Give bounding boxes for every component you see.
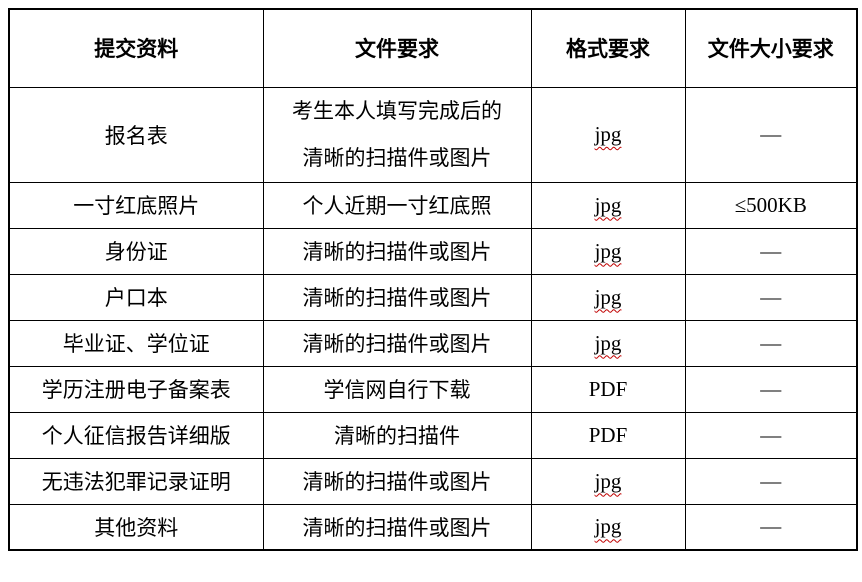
table-row: 户口本 清晰的扫描件或图片 jpg — (8, 273, 858, 321)
format-text: jpg (594, 468, 622, 493)
cell-requirement: 清晰的扫描件或图片 (262, 227, 532, 275)
cell-requirement: 个人近期一寸红底照 (262, 181, 532, 229)
cell-material: 学历注册电子备案表 (8, 365, 264, 413)
cell-material: 报名表 (8, 86, 264, 183)
format-text: jpg (594, 122, 622, 146)
table-row: 学历注册电子备案表 学信网自行下载 PDF — (8, 365, 858, 413)
cell-requirement: 清晰的扫描件 (262, 411, 532, 459)
cell-format: jpg (530, 319, 686, 367)
cell-format: jpg (530, 181, 686, 229)
format-text: PDF (588, 376, 628, 401)
cell-format: jpg (530, 86, 686, 183)
table-header: 提交资料 文件要求 格式要求 文件大小要求 (8, 8, 858, 88)
header-cell-format-requirement: 格式要求 (530, 8, 686, 88)
format-text: jpg (594, 514, 622, 539)
cell-format: jpg (530, 227, 686, 275)
format-text: PDF (588, 422, 628, 447)
table-body: 报名表 考生本人填写完成后的 清晰的扫描件或图片 jpg — 一寸红底照片 个人… (8, 86, 858, 551)
header-row: 提交资料 文件要求 格式要求 文件大小要求 (8, 8, 858, 88)
cell-requirement: 清晰的扫描件或图片 (262, 457, 532, 505)
format-text: jpg (594, 192, 622, 217)
cell-material: 一寸红底照片 (8, 181, 264, 229)
cell-size: — (684, 457, 858, 505)
table-row: 身份证 清晰的扫描件或图片 jpg — (8, 227, 858, 275)
cell-format: PDF (530, 411, 686, 459)
cell-format: jpg (530, 273, 686, 321)
requirement-text: 考生本人填写完成后的 清晰的扫描件或图片 (292, 98, 502, 170)
cell-size: — (684, 273, 858, 321)
header-cell-file-requirement: 文件要求 (262, 8, 532, 88)
cell-format: PDF (530, 365, 686, 413)
header-cell-material: 提交资料 (8, 8, 264, 88)
table-row: 报名表 考生本人填写完成后的 清晰的扫描件或图片 jpg — (8, 86, 858, 183)
cell-size: ≤500KB (684, 181, 858, 229)
format-text: jpg (594, 238, 622, 263)
cell-requirement: 清晰的扫描件或图片 (262, 273, 532, 321)
table-row: 一寸红底照片 个人近期一寸红底照 jpg ≤500KB (8, 181, 858, 229)
cell-size: — (684, 86, 858, 183)
cell-format: jpg (530, 457, 686, 505)
cell-material: 无违法犯罪记录证明 (8, 457, 264, 505)
format-text: jpg (594, 330, 622, 355)
cell-requirement: 清晰的扫描件或图片 (262, 319, 532, 367)
cell-requirement: 考生本人填写完成后的 清晰的扫描件或图片 (262, 86, 532, 183)
cell-format: jpg (530, 503, 686, 551)
cell-requirement: 清晰的扫描件或图片 (262, 503, 532, 551)
table-row: 个人征信报告详细版 清晰的扫描件 PDF — (8, 411, 858, 459)
cell-size: — (684, 365, 858, 413)
cell-size: — (684, 411, 858, 459)
cell-size: — (684, 503, 858, 551)
cell-requirement: 学信网自行下载 (262, 365, 532, 413)
format-text: jpg (594, 284, 622, 309)
table-row: 毕业证、学位证 清晰的扫描件或图片 jpg — (8, 319, 858, 367)
table-row: 无违法犯罪记录证明 清晰的扫描件或图片 jpg — (8, 457, 858, 505)
cell-size: — (684, 319, 858, 367)
cell-material: 户口本 (8, 273, 264, 321)
requirements-table: 提交资料 文件要求 格式要求 文件大小要求 报名表 考生本人填写完成后的 清晰的… (8, 8, 858, 551)
cell-size: — (684, 227, 858, 275)
cell-material: 其他资料 (8, 503, 264, 551)
cell-material: 毕业证、学位证 (8, 319, 264, 367)
cell-material: 身份证 (8, 227, 264, 275)
cell-material: 个人征信报告详细版 (8, 411, 264, 459)
table-row: 其他资料 清晰的扫描件或图片 jpg — (8, 503, 858, 551)
header-cell-size-requirement: 文件大小要求 (684, 8, 858, 88)
